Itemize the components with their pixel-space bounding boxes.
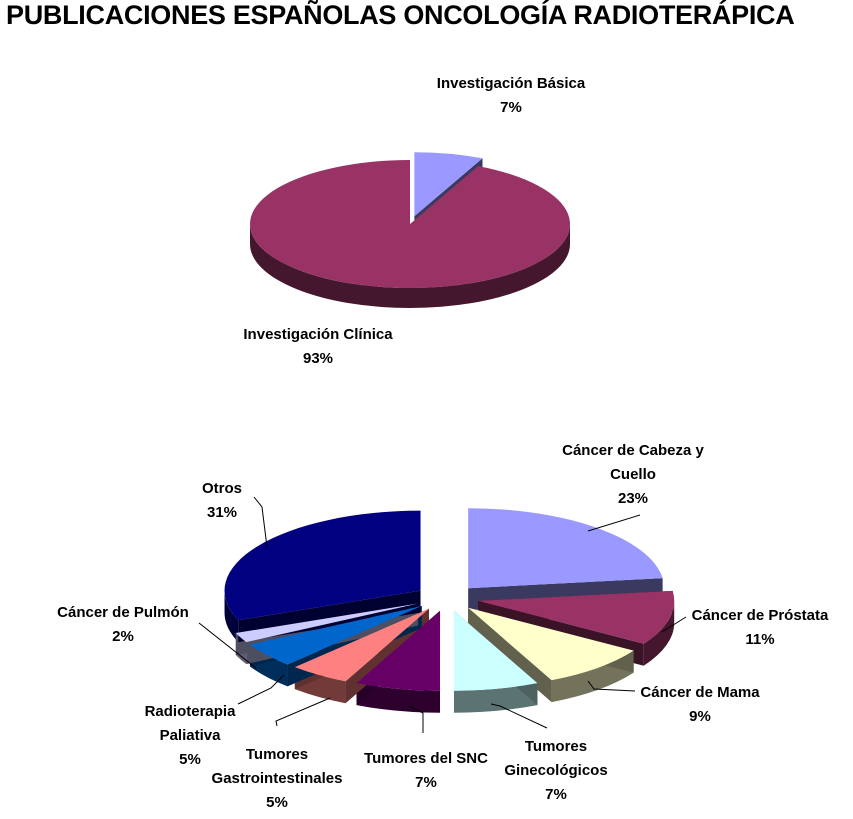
slice-tumores-gastrointestinales: [294, 608, 430, 682]
slice-side-cancer-de-prostata: [643, 600, 675, 666]
leader-line: [490, 703, 548, 729]
slice-radioterapia-paliativa: [249, 606, 422, 665]
leader-line: [587, 680, 636, 692]
pie-chart-research-type: [250, 152, 571, 308]
leader-line: [237, 674, 285, 705]
label-investigacion-basica: Investigación Básica 7%: [437, 75, 586, 116]
label-tumores-gastrointestinales: Tumores Gastrointestinales 5%: [212, 746, 343, 811]
label-tumores-ginecologicos: Tumores Ginecológicos 7%: [504, 738, 607, 803]
label-cancer-de-prostata: Cáncer de Próstata 11%: [692, 607, 829, 648]
label-radioterapia-paliativa: Radioterapia Paliativa 5%: [145, 703, 237, 768]
slice-side-investigacion-clinica: [250, 224, 570, 308]
page-title: PUBLICACIONES ESPAÑOLAS ONCOLOGÍA RADIOT…: [6, 0, 795, 30]
slice-side-otros: [224, 590, 239, 643]
label-otros: Otros 31%: [202, 480, 242, 521]
label-cancer-de-cabeza-y-cuello: Cáncer de Cabeza y Cuello 23%: [562, 442, 704, 507]
leader-line: [275, 697, 331, 727]
slice-cancer-de-mama: [468, 607, 634, 681]
slice-cancer-de-cabeza-y-cuello: [468, 508, 663, 589]
data-labels: Investigación Básica 7% Investigación Clín…: [57, 75, 829, 811]
leader-line: [408, 705, 424, 733]
slice-cancer-de-prostata: [478, 590, 675, 644]
slice-side-tumores-del-snc: [356, 683, 441, 713]
leader-line: [253, 496, 268, 548]
slice-tumores-ginecologicos: [453, 610, 538, 691]
slice-tumores-del-snc: [356, 610, 441, 691]
label-investigacion-clinica: Investigación Clínica 93%: [243, 326, 393, 367]
slice-investigacion-clinica: [250, 160, 571, 288]
leader-line: [661, 616, 687, 633]
label-cancer-de-mama: Cáncer de Mama 9%: [640, 684, 760, 725]
slice-cancer-de-pulmon: [235, 603, 419, 643]
leader-line: [587, 514, 641, 532]
slice-otros: [224, 510, 421, 621]
leader-line: [198, 622, 257, 669]
label-cancer-de-pulmon: Cáncer de Pulmón 2%: [57, 604, 189, 645]
pie-chart-tumor-site: [224, 508, 675, 713]
label-tumores-del-snc: Tumores del SNC 7%: [364, 750, 488, 791]
slice-investigacion-basica: [414, 152, 483, 217]
slice-side-tumores-ginecologicos: [453, 683, 538, 713]
